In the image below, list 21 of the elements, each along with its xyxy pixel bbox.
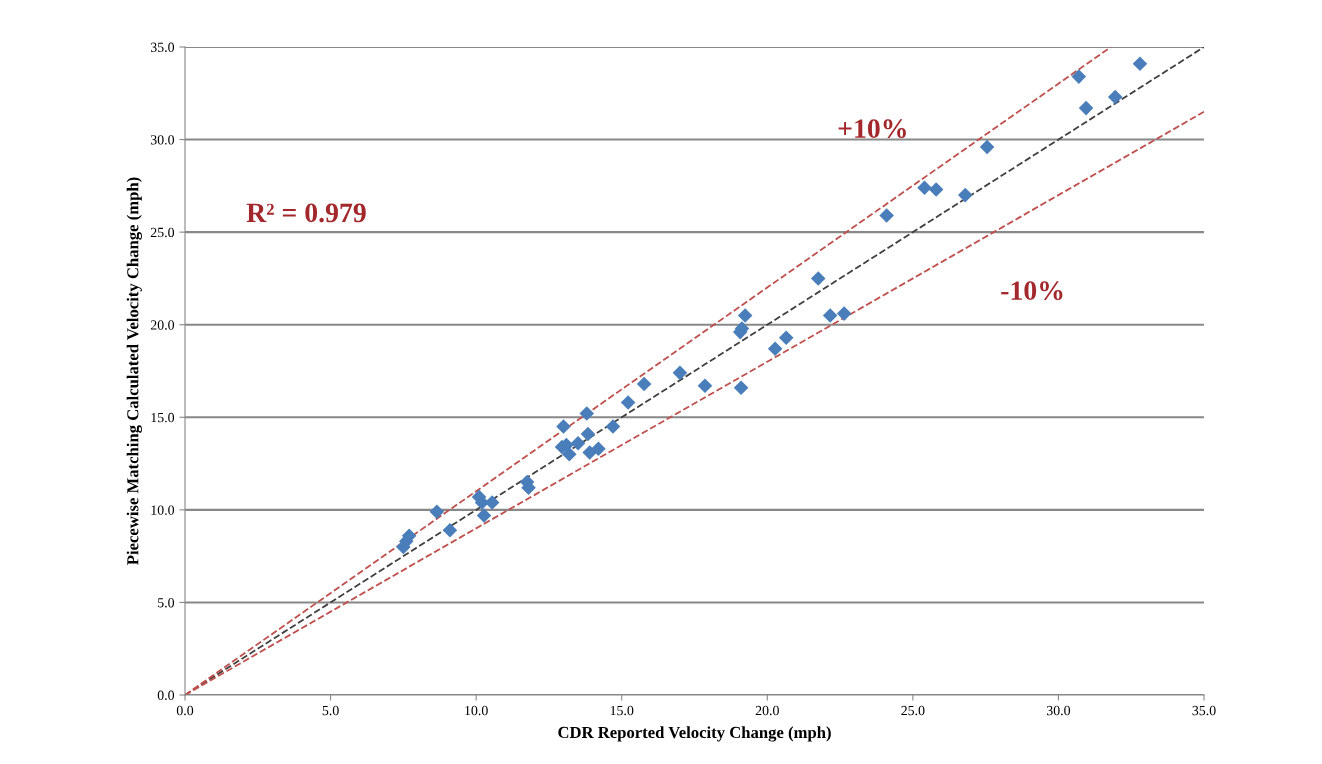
x-tick-label: 0.0 [176, 705, 194, 716]
y-tick-label: 30.0 [150, 135, 175, 145]
annotation: R² = 0.979 [246, 203, 366, 223]
y-tick-label: 5.0 [158, 598, 175, 608]
y-tick-label: 20.0 [150, 320, 175, 330]
x-tick-label: 10.0 [465, 705, 488, 716]
annotation: -10% [1001, 281, 1063, 301]
y-tick-label: 25.0 [150, 227, 175, 238]
y-tick-label: 35.0 [150, 42, 175, 53]
x-tick-label: 30.0 [1046, 705, 1071, 716]
x-tick-label: 15.0 [610, 705, 634, 716]
annotation: +10% [838, 119, 906, 139]
x-tick-label: 5.0 [322, 705, 339, 716]
x-axis-title: CDR Reported Velocity Change (mph) [558, 726, 831, 742]
y-axis-title: Piecewise Matching Calculated Velocity Change (mph) [126, 177, 142, 565]
y-tick-label: 15.0 [151, 412, 175, 423]
y-tick-label: 0.0 [157, 690, 175, 701]
y-tick-label: 10.0 [151, 505, 175, 515]
x-tick-label: 20.0 [755, 705, 779, 716]
x-tick-label: 25.0 [901, 705, 925, 716]
x-tick-label: 35.0 [1192, 705, 1216, 716]
